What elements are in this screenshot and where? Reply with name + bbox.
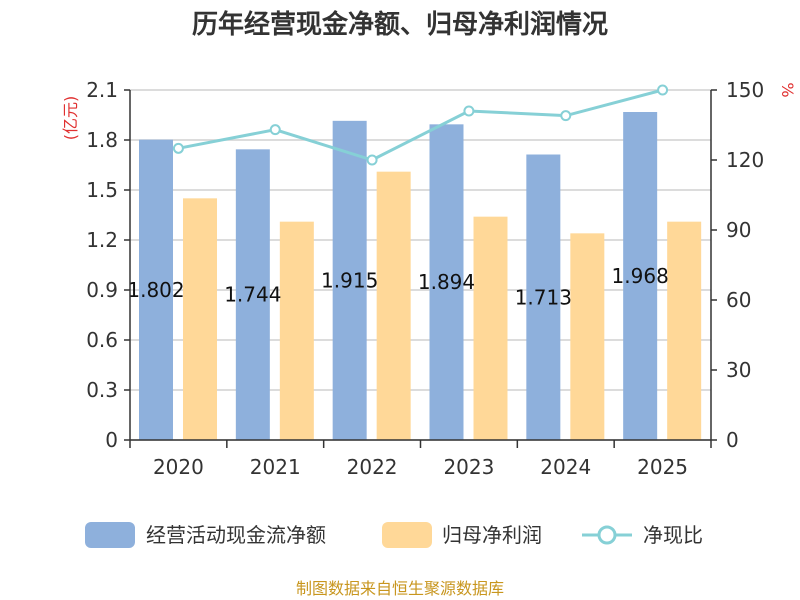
right-axis-ticks: 0 30 60 90 120 150 (711, 78, 764, 452)
right-tick-label: 90 (726, 218, 751, 242)
right-tick-label: 30 (726, 358, 751, 382)
bar-profit (570, 233, 605, 440)
left-tick-label: 0 (105, 428, 118, 452)
ratio-marker (560, 110, 572, 122)
right-tick-label: 0 (726, 428, 739, 452)
right-tick-label: 120 (726, 148, 764, 172)
data-label-cashflow: 1.915 (321, 268, 378, 292)
legend: 经营活动现金流净额 归母净利润 净现比 (85, 522, 703, 548)
x-axis-ticks: 2020 2021 2022 2023 2024 2025 (129, 440, 712, 479)
chart-title: 历年经营现金净额、归母净利润情况 (192, 9, 608, 40)
bar-profit (667, 221, 702, 440)
left-tick-label: 1.2 (86, 228, 118, 252)
bar-profit (183, 198, 217, 440)
bar-cashflow (429, 124, 464, 440)
right-axis-unit: % (778, 82, 797, 97)
bars (139, 112, 702, 441)
data-label-cashflow: 1.968 (612, 264, 669, 288)
data-label-cashflow: 1.802 (127, 278, 184, 302)
bar-cashflow (623, 112, 658, 440)
data-label-cashflow: 1.894 (418, 270, 475, 294)
x-tick-label: 2025 (637, 455, 688, 479)
ratio-marker (366, 154, 378, 166)
left-axis-unit: (亿元) (61, 96, 80, 141)
left-tick-label: 0.9 (86, 278, 118, 302)
legend-swatch-profit (382, 522, 432, 548)
legend-label-ratio: 净现比 (643, 523, 703, 547)
x-tick-label: 2023 (443, 455, 494, 479)
left-tick-label: 2.1 (86, 78, 118, 102)
ratio-line-path (178, 88, 663, 162)
data-label-cashflow: 1.744 (224, 283, 281, 307)
bar-profit (279, 221, 314, 440)
x-tick-label: 2024 (540, 455, 591, 479)
legend-label-profit: 归母净利润 (442, 523, 542, 547)
bar-profit (473, 216, 508, 440)
bar-cashflow (235, 149, 270, 441)
right-tick-label: 150 (726, 78, 764, 102)
left-axis-ticks: 0 0.3 0.6 0.9 1.2 1.5 1.8 2.1 (86, 78, 130, 452)
legend-label-cashflow: 经营活动现金流净额 (146, 523, 326, 547)
bar-cashflow (139, 139, 173, 440)
ratio-marker (463, 105, 475, 117)
x-tick-label: 2020 (153, 455, 204, 479)
x-tick-label: 2022 (347, 455, 398, 479)
bar-profit (376, 171, 411, 440)
bar-cashflow (526, 154, 561, 440)
legend-swatch-cashflow (85, 522, 135, 548)
bar-cashflow (332, 120, 367, 440)
ratio-marker (657, 84, 669, 96)
ratio-line (172, 84, 669, 166)
left-tick-label: 0.3 (86, 378, 118, 402)
ratio-marker (269, 124, 281, 136)
x-tick-label: 2021 (250, 455, 301, 479)
ratio-marker (172, 142, 184, 154)
data-label-cashflow: 1.713 (515, 285, 572, 309)
left-tick-label: 0.6 (86, 328, 118, 352)
right-tick-label: 60 (726, 288, 751, 312)
left-tick-label: 1.5 (86, 178, 118, 202)
legend-swatch-ratio-marker (597, 525, 617, 545)
source-note: 制图数据来自恒生聚源数据库 (296, 579, 504, 598)
left-tick-label: 1.8 (86, 128, 118, 152)
data-labels: 1.802 1.744 1.915 1.894 1.713 1.968 (127, 264, 668, 309)
